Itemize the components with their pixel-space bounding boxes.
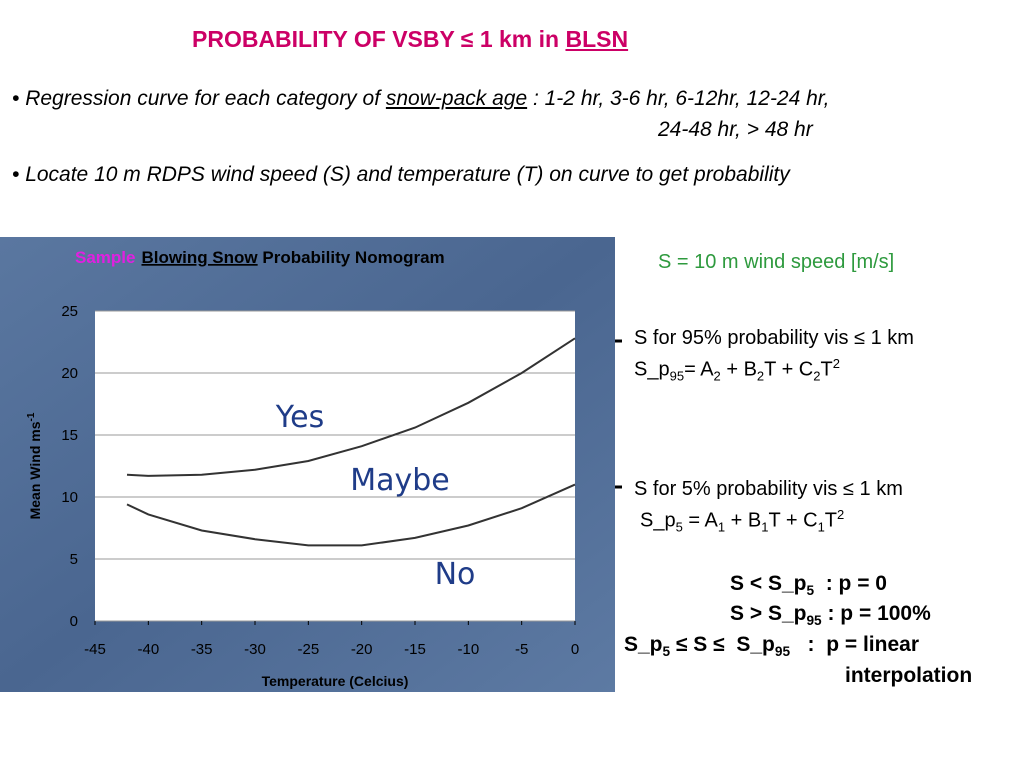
- x-tick-label: -10: [457, 641, 479, 658]
- formula-95: S_p95= A2 + B2T + C2T2: [634, 356, 840, 384]
- f: 5: [675, 519, 683, 535]
- title-underlined: BLSN: [565, 26, 629, 52]
- y-axis-label: Mean Wind ms-1: [26, 412, 43, 519]
- r: S < S_p: [730, 572, 807, 595]
- r: : p = 100%: [821, 602, 931, 625]
- series-line: [126, 337, 576, 477]
- r: 5: [806, 583, 815, 599]
- y-tick-label: 15: [61, 427, 78, 444]
- chart-title: Sample Blowing Snow Probability Nomogram: [75, 248, 445, 267]
- x-tick-label: -15: [404, 641, 426, 658]
- x-tick-label: 0: [571, 641, 579, 658]
- y-tick-label: 10: [61, 489, 78, 506]
- bullet-text: : 1-2 hr, 3-6 hr, 6-12hr, 12-24 hr,: [527, 87, 830, 110]
- f: + B: [720, 358, 757, 381]
- f: = A: [682, 509, 718, 532]
- bullet: • Regression curve for each category of …: [12, 87, 830, 110]
- r: : p = linear: [790, 633, 919, 656]
- s-definition: S = 10 m wind speed [m/s]: [658, 251, 895, 273]
- f: + B: [725, 509, 762, 532]
- y-tick-label: 0: [70, 613, 78, 630]
- f: T: [820, 358, 833, 381]
- bullet-underlined: snow-pack age: [385, 87, 528, 110]
- x-tick-label: -25: [297, 641, 319, 658]
- bullet-text: Locate 10 m RDPS wind speed (S) and temp…: [25, 163, 790, 186]
- x-tick-label: -30: [244, 641, 266, 658]
- f: T: [824, 509, 838, 532]
- f: 2: [813, 368, 821, 384]
- annotation: No: [435, 557, 476, 592]
- rule: S < S_p5 : p = 0: [730, 572, 887, 598]
- f: 2: [756, 368, 765, 384]
- x-tick-label: -5: [515, 641, 528, 658]
- f: 1: [761, 519, 769, 535]
- f: S_p: [634, 358, 670, 381]
- r: 5: [662, 644, 671, 660]
- annotation: Maybe: [350, 463, 450, 498]
- x-tick-label: -20: [351, 641, 373, 658]
- title-text: PROBABILITY OF VSBY ≤ 1 km in: [192, 26, 566, 52]
- annotation: Yes: [275, 400, 324, 435]
- r: S > S_p: [730, 602, 807, 625]
- x-tick-label: -45: [84, 641, 106, 658]
- f: 1: [717, 519, 726, 535]
- r: : p = 0: [814, 572, 887, 595]
- f: = A: [684, 358, 714, 381]
- rule: S > S_p95 : p = 100%: [730, 602, 931, 628]
- formula-5: S_p5 = A1 + B1T + C1T2: [640, 507, 844, 535]
- y-tick-label: 20: [61, 365, 78, 382]
- label-5: S for 5% probability vis ≤ 1 km: [634, 478, 903, 500]
- y-tick-label: 25: [61, 303, 78, 320]
- x-tick-label: -40: [137, 641, 159, 658]
- bullet: • Locate 10 m RDPS wind speed (S) and te…: [12, 163, 790, 186]
- label-95: S for 95% probability vis ≤ 1 km: [634, 327, 914, 349]
- f: 1: [817, 519, 825, 535]
- y-tick-label: 5: [70, 551, 78, 568]
- series-line: [126, 483, 576, 547]
- rule: S_p5 ≤ S ≤ S_p95 : p = linear: [624, 633, 919, 659]
- f: 2: [713, 368, 721, 384]
- f: 2: [837, 507, 845, 522]
- x-tick-label: -35: [191, 641, 213, 658]
- f: T + C: [768, 509, 818, 532]
- slide-title: PROBABILITY OF VSBY ≤ 1 km in BLSN: [192, 26, 628, 53]
- rule-continued: interpolation: [845, 664, 973, 687]
- title-part: Blowing Snow: [141, 248, 258, 267]
- title-part: Probability Nomogram: [258, 248, 445, 267]
- f: 95: [669, 368, 685, 384]
- f: T + C: [764, 358, 814, 381]
- x-axis-label: Temperature (Celcius): [262, 673, 409, 689]
- plot-area: [95, 311, 575, 621]
- bullet-continued: 24-48 hr, > 48 hr: [658, 118, 813, 141]
- f: 2: [832, 356, 840, 371]
- title-part: Sample: [75, 248, 135, 267]
- r: 95: [806, 613, 822, 629]
- chart: Sample Blowing Snow Probability Nomogram …: [0, 237, 615, 692]
- r: S_p: [624, 633, 663, 656]
- y-label-part: Mean Wind ms: [27, 421, 43, 519]
- r: 95: [774, 644, 791, 660]
- f: S_p: [640, 509, 676, 532]
- bullet-text: Regression curve for each category of: [25, 87, 386, 110]
- r: ≤ S ≤ S_p: [670, 633, 775, 656]
- y-label-part: -1: [26, 412, 37, 421]
